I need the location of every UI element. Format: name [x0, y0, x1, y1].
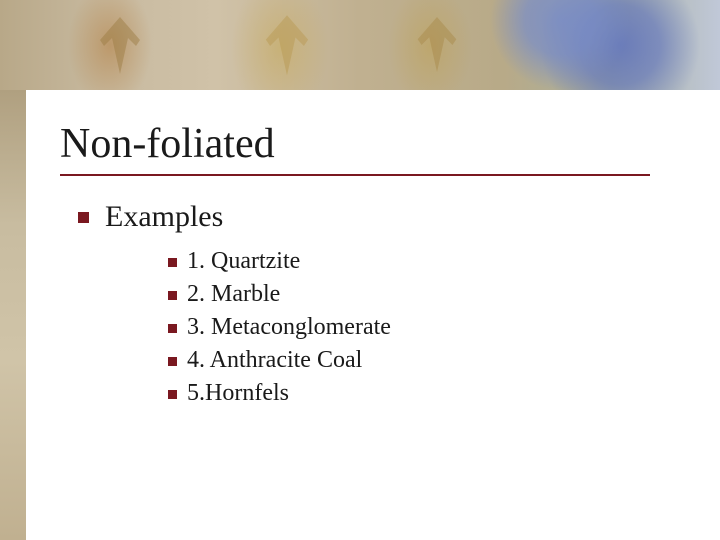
- slide-title: Non-foliated: [60, 120, 680, 168]
- bullet-icon: [168, 258, 177, 267]
- list-item-label: 2. Marble: [187, 281, 280, 308]
- list-item-label: 4. Anthracite Coal: [187, 347, 362, 374]
- leaf-icon: [408, 12, 466, 80]
- bullet-icon: [168, 390, 177, 399]
- list-item: 2. Marble: [168, 281, 680, 308]
- list-item: 4. Anthracite Coal: [168, 347, 680, 374]
- list-item-label: 1. Quartzite: [187, 248, 300, 275]
- list-item-label: 5.Hornfels: [187, 380, 289, 407]
- bullet-icon: [168, 291, 177, 300]
- list-item-label: 3. Metaconglomerate: [187, 314, 391, 341]
- title-underline: [60, 174, 650, 176]
- example-list: 1. Quartzite 2. Marble 3. Metaconglomera…: [168, 248, 680, 407]
- bullet-icon: [168, 357, 177, 366]
- slide-content: Non-foliated Examples 1. Quartzite 2. Ma…: [60, 120, 680, 413]
- bullet-icon: [78, 212, 89, 223]
- decorative-sidebar: [0, 90, 26, 540]
- list-item: 5.Hornfels: [168, 380, 680, 407]
- list-item: 3. Metaconglomerate: [168, 314, 680, 341]
- decorative-banner: [0, 0, 720, 90]
- leaf-icon: [90, 12, 150, 82]
- heading-text: Examples: [105, 200, 223, 234]
- heading-row: Examples: [78, 200, 680, 234]
- leaf-icon: [255, 10, 319, 84]
- bullet-icon: [168, 324, 177, 333]
- list-item: 1. Quartzite: [168, 248, 680, 275]
